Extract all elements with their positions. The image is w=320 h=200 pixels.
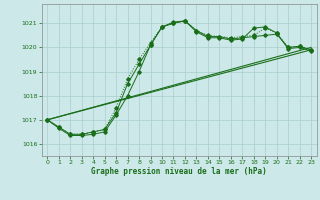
- X-axis label: Graphe pression niveau de la mer (hPa): Graphe pression niveau de la mer (hPa): [91, 167, 267, 176]
